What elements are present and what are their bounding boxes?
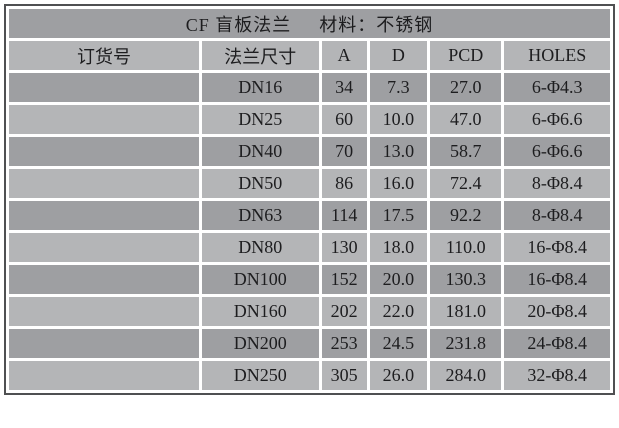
table-row: DN100 152 20.0 130.3 16-Φ8.4 xyxy=(9,265,610,294)
cell-flange-size: DN63 xyxy=(201,201,319,230)
cell-holes: 6-Φ6.6 xyxy=(504,105,610,134)
cell-pcd: 130.3 xyxy=(430,265,502,294)
table-row: DN40 70 13.0 58.7 6-Φ6.6 xyxy=(9,137,610,166)
table-row: DN80 130 18.0 110.0 16-Φ8.4 xyxy=(9,233,610,262)
cell-a: 253 xyxy=(321,329,367,358)
cell-order-no xyxy=(9,329,199,358)
cell-holes: 16-Φ8.4 xyxy=(504,265,610,294)
cell-d: 16.0 xyxy=(369,169,428,198)
cell-a: 130 xyxy=(321,233,367,262)
cell-order-no xyxy=(9,265,199,294)
cell-d: 7.3 xyxy=(369,73,428,102)
flange-spec-table: CF 盲板法兰 材料：不锈钢 订货号 法兰尺寸 A D PCD HOLES DN1… xyxy=(4,4,615,395)
column-header-pcd: PCD xyxy=(430,41,502,70)
cell-d: 18.0 xyxy=(369,233,428,262)
cell-a: 202 xyxy=(321,297,367,326)
cell-flange-size: DN160 xyxy=(201,297,319,326)
cell-flange-size: DN200 xyxy=(201,329,319,358)
cell-flange-size: DN100 xyxy=(201,265,319,294)
table-title-material: 材料：不锈钢 xyxy=(319,14,434,35)
cell-d: 20.0 xyxy=(369,265,428,294)
cell-d: 13.0 xyxy=(369,137,428,166)
cell-order-no xyxy=(9,169,199,198)
cell-d: 17.5 xyxy=(369,201,428,230)
cell-holes: 6-Φ6.6 xyxy=(504,137,610,166)
cell-pcd: 181.0 xyxy=(430,297,502,326)
cell-holes: 20-Φ8.4 xyxy=(504,297,610,326)
cell-order-no xyxy=(9,137,199,166)
cell-pcd: 92.2 xyxy=(430,201,502,230)
cell-pcd: 284.0 xyxy=(430,361,502,390)
cell-order-no xyxy=(9,73,199,102)
cell-holes: 6-Φ4.3 xyxy=(504,73,610,102)
cell-order-no xyxy=(9,105,199,134)
table-row: DN160 202 22.0 181.0 20-Φ8.4 xyxy=(9,297,610,326)
table-row: DN50 86 16.0 72.4 8-Φ8.4 xyxy=(9,169,610,198)
cell-pcd: 72.4 xyxy=(430,169,502,198)
cell-order-no xyxy=(9,297,199,326)
table-header-row: 订货号 法兰尺寸 A D PCD HOLES xyxy=(9,41,610,70)
cell-order-no xyxy=(9,233,199,262)
cell-a: 70 xyxy=(321,137,367,166)
cell-order-no xyxy=(9,201,199,230)
cell-holes: 24-Φ8.4 xyxy=(504,329,610,358)
cell-holes: 8-Φ8.4 xyxy=(504,201,610,230)
cell-flange-size: DN16 xyxy=(201,73,319,102)
cell-order-no xyxy=(9,361,199,390)
cell-d: 24.5 xyxy=(369,329,428,358)
table-title: CF 盲板法兰 材料：不锈钢 xyxy=(9,9,610,38)
cell-flange-size: DN50 xyxy=(201,169,319,198)
table-row: DN25 60 10.0 47.0 6-Φ6.6 xyxy=(9,105,610,134)
table-title-product: CF 盲板法兰 xyxy=(185,14,292,35)
column-header-order-no: 订货号 xyxy=(9,41,199,70)
cell-pcd: 47.0 xyxy=(430,105,502,134)
cell-holes: 8-Φ8.4 xyxy=(504,169,610,198)
table-row: DN63 114 17.5 92.2 8-Φ8.4 xyxy=(9,201,610,230)
cell-pcd: 110.0 xyxy=(430,233,502,262)
column-header-d: D xyxy=(369,41,428,70)
cell-flange-size: DN25 xyxy=(201,105,319,134)
cell-a: 305 xyxy=(321,361,367,390)
cell-holes: 16-Φ8.4 xyxy=(504,233,610,262)
table-row: DN200 253 24.5 231.8 24-Φ8.4 xyxy=(9,329,610,358)
column-header-holes: HOLES xyxy=(504,41,610,70)
cell-a: 86 xyxy=(321,169,367,198)
table-row: DN250 305 26.0 284.0 32-Φ8.4 xyxy=(9,361,610,390)
cell-a: 34 xyxy=(321,73,367,102)
cell-pcd: 27.0 xyxy=(430,73,502,102)
cell-a: 152 xyxy=(321,265,367,294)
table-body: DN16 34 7.3 27.0 6-Φ4.3 DN25 60 10.0 47.… xyxy=(9,73,610,390)
column-header-a: A xyxy=(321,41,367,70)
table-title-row: CF 盲板法兰 材料：不锈钢 xyxy=(9,9,610,38)
cell-a: 60 xyxy=(321,105,367,134)
cell-d: 10.0 xyxy=(369,105,428,134)
cell-holes: 32-Φ8.4 xyxy=(504,361,610,390)
cell-pcd: 231.8 xyxy=(430,329,502,358)
cell-d: 22.0 xyxy=(369,297,428,326)
cell-a: 114 xyxy=(321,201,367,230)
cell-flange-size: DN250 xyxy=(201,361,319,390)
cell-pcd: 58.7 xyxy=(430,137,502,166)
column-header-flange-size: 法兰尺寸 xyxy=(201,41,319,70)
table-row: DN16 34 7.3 27.0 6-Φ4.3 xyxy=(9,73,610,102)
cell-d: 26.0 xyxy=(369,361,428,390)
cell-flange-size: DN40 xyxy=(201,137,319,166)
cell-flange-size: DN80 xyxy=(201,233,319,262)
